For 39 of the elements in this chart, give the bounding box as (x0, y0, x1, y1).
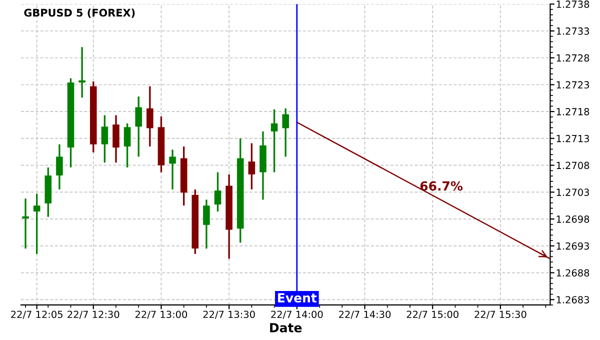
chart-title: GBPUSD 5 (FOREX) (24, 8, 135, 18)
y-tick-label: 1.2698 (556, 215, 590, 223)
candlestick (56, 143, 63, 190)
x-tick-label: 22/7 14:00 (271, 310, 323, 319)
y-tick-label: 1.2693 (556, 242, 589, 250)
candlestick (214, 171, 222, 212)
candlestick (21, 198, 30, 250)
candlestick (101, 114, 108, 164)
candlestick (169, 148, 176, 190)
candlestick (112, 114, 120, 164)
candlestick (248, 142, 256, 190)
candlestick (78, 46, 86, 98)
x-tick-label: 22/7 14:30 (338, 310, 391, 319)
y-tick-label: 1.2708 (556, 162, 590, 170)
candlestick (124, 122, 131, 168)
x-tick-label: 22/7 13:00 (135, 310, 188, 319)
x-tick-label: 22/7 12:05 (11, 310, 62, 319)
y-tick-label: 1.2688 (556, 269, 590, 277)
candlestick (282, 107, 289, 158)
ref-line-label: Event (278, 293, 317, 303)
candlestick (135, 96, 142, 158)
y-tick-label: 1.2713 (556, 134, 589, 142)
x-tick-label: 22/7 15:30 (474, 310, 526, 319)
annotation: 66.7% (420, 181, 463, 191)
candlestick (146, 85, 154, 148)
x-tick-label: 22/7 13:30 (203, 310, 255, 319)
y-tick-label: 1.2683 (556, 296, 589, 304)
candlestick (33, 192, 40, 255)
y-tick-label: 1.2723 (556, 81, 589, 89)
x-tick-label: 22/7 15:00 (406, 310, 458, 319)
x-axis-title: Date (270, 323, 302, 332)
y-tick-label: 1.2738 (556, 0, 590, 8)
candlestick (270, 108, 278, 174)
y-tick-label: 1.2718 (556, 108, 590, 116)
candlestick (203, 198, 210, 250)
y-tick-label: 1.2733 (556, 27, 589, 35)
x-tick-label: 22/7 12:30 (68, 310, 120, 319)
y-tick-label: 1.2728 (556, 54, 590, 62)
y-tick-label: 1.2703 (556, 188, 589, 196)
